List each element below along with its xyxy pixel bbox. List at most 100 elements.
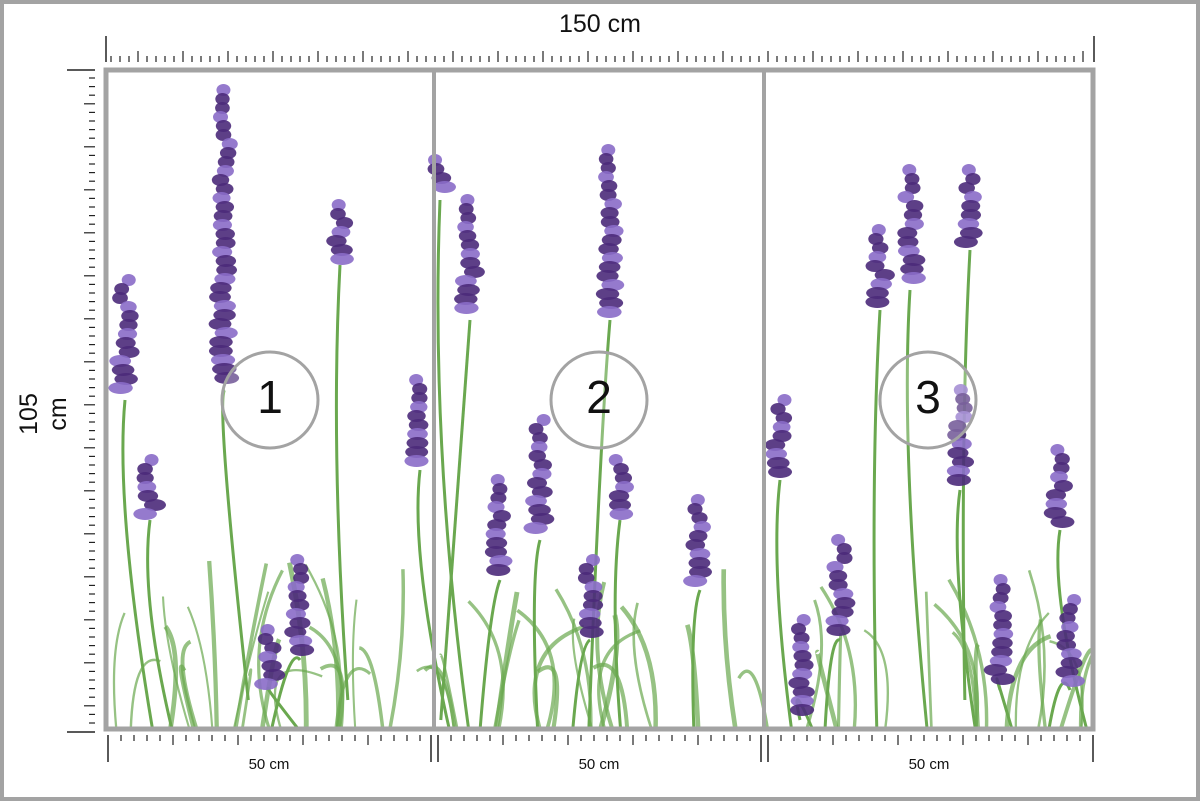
lavender-stem xyxy=(416,469,451,729)
lavender-bud xyxy=(335,217,354,229)
lavender-bud xyxy=(211,174,230,186)
lavender-bud xyxy=(289,617,311,629)
lavender-bud xyxy=(897,191,915,203)
lavender-bud xyxy=(826,561,844,573)
lavender-bud xyxy=(531,486,553,498)
lavender-stem xyxy=(955,489,977,729)
grass-blade xyxy=(438,653,459,729)
lavender-stem xyxy=(613,519,623,729)
lavender-bud xyxy=(1050,471,1068,483)
lavender-bud xyxy=(693,521,711,533)
lavender-bud xyxy=(1055,666,1079,678)
lavender-bud xyxy=(792,686,815,698)
lavender-bud xyxy=(957,218,980,230)
lavender-bud xyxy=(405,446,429,458)
grass-blade xyxy=(721,569,738,729)
lavender-bud xyxy=(210,354,236,366)
lavender-bud xyxy=(526,477,548,489)
lavender-bud xyxy=(578,608,601,620)
lavender-bud xyxy=(293,572,310,584)
lavender-bud xyxy=(953,236,978,248)
lavender-bud xyxy=(121,310,139,322)
lavender-bud xyxy=(492,483,508,495)
lavender-bud xyxy=(600,216,620,228)
segment-label-1: 50 cm xyxy=(248,756,290,773)
lavender-bud xyxy=(215,120,232,132)
lavender-bud xyxy=(109,355,132,367)
lavender-bud xyxy=(260,624,275,636)
lavender-bud xyxy=(215,102,230,114)
lavender-bud xyxy=(261,660,282,672)
lavender-stem xyxy=(1056,529,1089,729)
lavender-bud xyxy=(790,695,814,707)
lavender-bud xyxy=(264,642,282,654)
panel-number-2: 2 xyxy=(586,371,612,423)
lavender-bud xyxy=(209,336,233,348)
lavender-bud xyxy=(215,183,234,195)
lavender-bud xyxy=(404,455,429,467)
lavender-bud xyxy=(579,626,604,638)
lavender-bud xyxy=(487,501,505,513)
lavender-bud xyxy=(455,275,477,287)
lavender-bud xyxy=(111,364,135,376)
lavender-bud xyxy=(1056,639,1077,651)
grass-blade xyxy=(863,629,890,729)
lavender-bud xyxy=(212,192,231,204)
lavender-bud xyxy=(865,296,890,308)
lavender-bud xyxy=(791,623,807,635)
lavender-bud xyxy=(1060,657,1083,669)
lavender-bud xyxy=(956,402,973,414)
panel-number-3: 3 xyxy=(915,371,941,423)
lavender-bud xyxy=(992,637,1013,649)
lavender-bud xyxy=(688,557,711,569)
lavender-bud xyxy=(825,615,849,627)
lavender-bud xyxy=(690,494,705,506)
lavender-bud xyxy=(215,228,235,240)
lavender-bud xyxy=(216,84,231,96)
lavender-bud xyxy=(458,230,477,242)
lavender-bud xyxy=(990,673,1016,685)
lavender-bud xyxy=(993,628,1014,640)
lavender-bud xyxy=(766,457,790,469)
lavender-stem xyxy=(439,319,472,721)
lavender-bud xyxy=(868,233,884,245)
lavender-bud xyxy=(530,513,555,525)
lavender-bud xyxy=(955,411,973,423)
lavender-bud xyxy=(788,677,810,689)
lavender-bud xyxy=(578,563,594,575)
lavender-bud xyxy=(528,423,544,435)
lavender-bud xyxy=(454,293,478,305)
lavender-bud xyxy=(609,499,632,511)
lavender-bud xyxy=(826,624,851,636)
lavender-bud xyxy=(989,601,1007,613)
grass-blade xyxy=(388,569,406,729)
lavender-bud xyxy=(120,301,137,313)
lavender-bud xyxy=(454,302,479,314)
lavender-bud xyxy=(947,447,969,459)
lavender-bud xyxy=(687,503,703,515)
lavender-bud xyxy=(213,300,236,312)
lavender-bud xyxy=(492,510,511,522)
lavender-bud xyxy=(831,534,846,546)
lavender-bud xyxy=(793,632,810,644)
lavender-bud xyxy=(796,614,811,626)
lavender-bud xyxy=(215,129,232,141)
lavender-bud xyxy=(1059,612,1076,624)
lavender-bud xyxy=(210,282,232,294)
lavender-bud xyxy=(1045,498,1068,510)
lavender-bud xyxy=(215,201,235,213)
lavender-bud xyxy=(289,644,315,656)
lavender-bud xyxy=(536,414,551,426)
lavender-bud xyxy=(457,284,480,296)
segment-label-2: 50 cm xyxy=(578,756,620,773)
panel-number-1: 1 xyxy=(257,371,283,423)
lavender-bud xyxy=(215,93,230,105)
lavender-bud xyxy=(460,239,480,251)
lavender-bud xyxy=(528,450,546,462)
lavender-bud xyxy=(528,504,551,516)
lavender-bud xyxy=(285,608,306,620)
lavender-stem xyxy=(270,656,302,729)
lavender-bud xyxy=(460,248,480,260)
lavender-bud xyxy=(136,472,154,484)
